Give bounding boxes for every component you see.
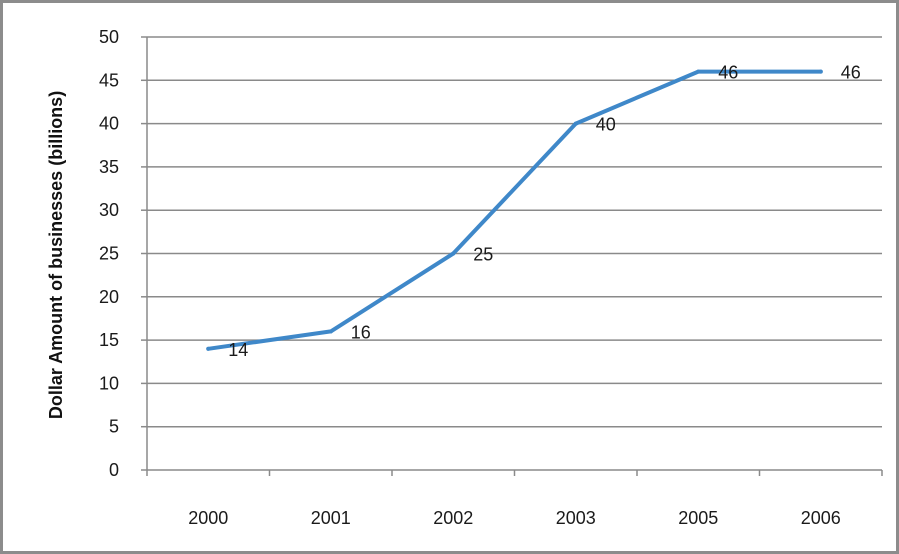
- data-point: [696, 69, 701, 74]
- y-tick-label: 5: [109, 417, 119, 437]
- series-line-path: [206, 69, 823, 351]
- data-point: [328, 329, 333, 334]
- series-line: [206, 69, 823, 351]
- y-tick-label: 15: [99, 330, 119, 350]
- data-point: [451, 251, 456, 256]
- y-tick-label: 35: [99, 157, 119, 177]
- data-label: 46: [841, 63, 861, 83]
- data-point: [573, 121, 578, 126]
- x-axis-ticks: 2000 2001 2002 2003 2005 2006: [188, 508, 841, 528]
- y-tick-label: 0: [109, 460, 119, 480]
- x-tick-label: 2003: [556, 508, 596, 528]
- gridlines: [141, 36, 883, 476]
- data-point: [206, 346, 211, 351]
- y-tick-label: 45: [99, 70, 119, 90]
- y-axis-label: Dollar Amount of businesses (billions): [46, 91, 66, 419]
- data-label: 25: [473, 245, 493, 265]
- y-tick-label: 50: [99, 27, 119, 47]
- data-point: [818, 69, 823, 74]
- x-tick-label: 2001: [311, 508, 351, 528]
- x-tick-label: 2006: [801, 508, 841, 528]
- y-axis-ticks: 0 5 10 15 20 25 30 35 40 45 50: [99, 27, 119, 480]
- x-tick-label: 2005: [678, 508, 718, 528]
- y-tick-label: 25: [99, 244, 119, 264]
- y-tick-label: 40: [99, 114, 119, 134]
- y-tick-label: 30: [99, 200, 119, 220]
- data-label: 14: [228, 340, 248, 360]
- x-tick-label: 2002: [433, 508, 473, 528]
- data-label: 40: [596, 115, 616, 135]
- x-tick-label: 2000: [188, 508, 228, 528]
- y-tick-label: 20: [99, 287, 119, 307]
- data-labels: 14 16 25 40 46 46: [228, 63, 861, 360]
- data-label: 46: [718, 63, 738, 83]
- y-tick-label: 10: [99, 373, 119, 393]
- data-label: 16: [351, 322, 371, 342]
